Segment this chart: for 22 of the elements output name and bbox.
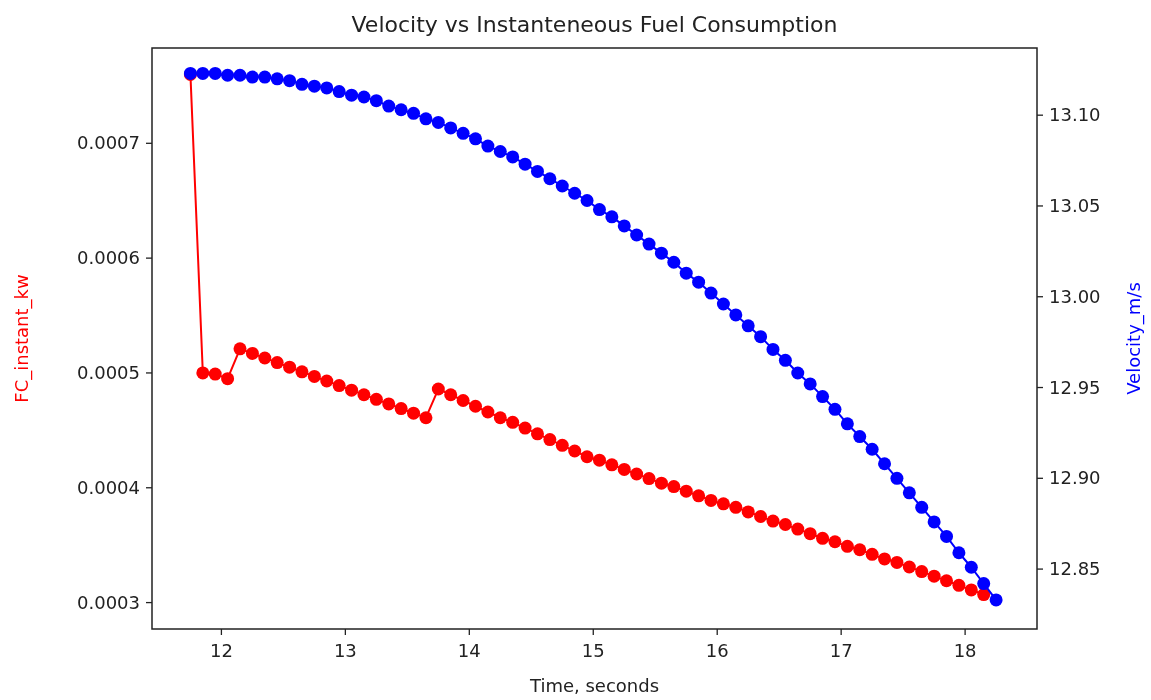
- y2-tick-label: 12.95: [1049, 376, 1101, 398]
- y-tick-label: 0.0006: [77, 247, 140, 269]
- y-tick-label: 0.0007: [77, 132, 140, 154]
- y-axis-title: FC_instant_kw: [11, 274, 33, 403]
- x-tick-label: 12: [209, 640, 233, 661]
- y-tick-label: 0.0004: [77, 476, 140, 498]
- x-tick-label: 16: [705, 640, 729, 661]
- y2-tick-label: 12.90: [1049, 467, 1101, 489]
- y2-tick-label: 12.85: [1049, 558, 1101, 580]
- y2-tick-label: 13.05: [1049, 194, 1101, 216]
- chart-title: Velocity vs Instanteneous Fuel Consumption: [351, 12, 838, 37]
- y-tick-label: 0.0005: [77, 361, 140, 383]
- x-tick-label: 13: [333, 640, 357, 661]
- x-tick-label: 15: [581, 640, 605, 661]
- y2-tick-label: 13.00: [1049, 285, 1101, 307]
- x-tick-label: 18: [953, 640, 977, 661]
- y2-axis-title: Velocity_m/s: [1123, 282, 1145, 395]
- y-tick-label: 0.0003: [77, 591, 140, 613]
- x-tick-label: 17: [829, 640, 853, 661]
- x-tick-label: 14: [457, 640, 481, 661]
- y2-tick-label: 13.10: [1049, 104, 1101, 126]
- x-axis-title: Time, seconds: [528, 675, 660, 696]
